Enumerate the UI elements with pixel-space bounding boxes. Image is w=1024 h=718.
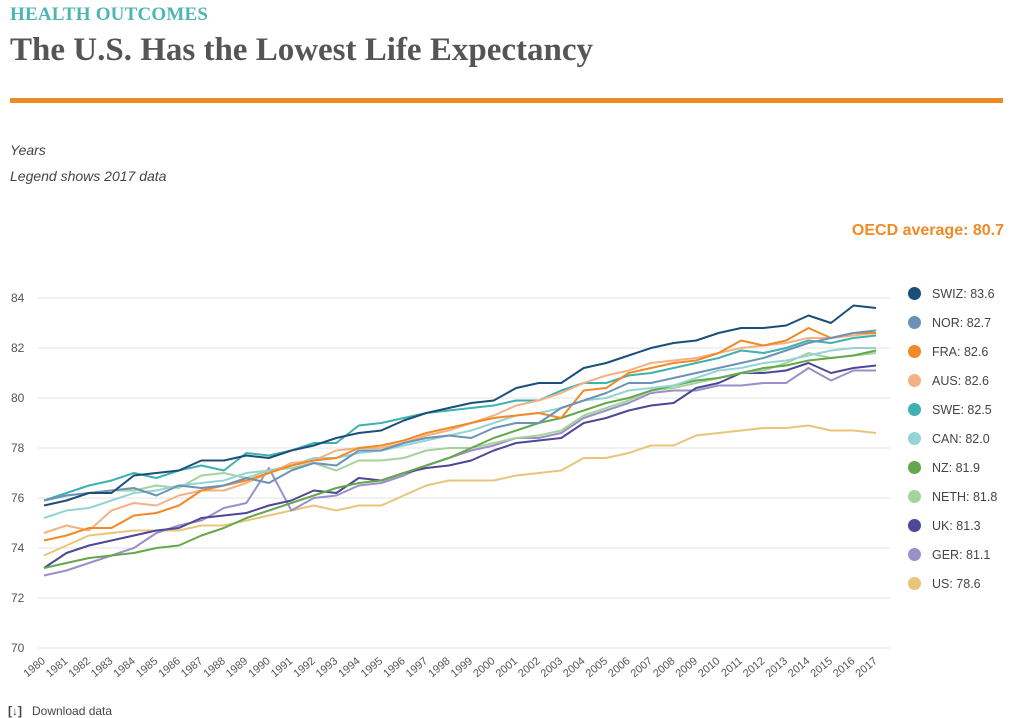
x-tick-label: 1980 — [21, 655, 47, 680]
series-line-uk — [43, 362, 877, 569]
series-line-nz — [43, 349, 877, 569]
legend-swatch — [908, 548, 921, 561]
y-tick-label: 74 — [11, 541, 25, 555]
legend-swatch — [908, 432, 921, 445]
x-tick-label: 1991 — [269, 655, 295, 680]
series-line-ger — [43, 367, 876, 577]
y-tick-label: 76 — [11, 491, 25, 505]
series-line-aus — [43, 332, 877, 534]
x-tick-label: 2007 — [629, 655, 655, 680]
legend-label: GER: 81.1 — [932, 547, 991, 562]
legend-item-swe: SWE: 82.5 — [908, 395, 997, 424]
x-tick-label: 1998 — [426, 655, 452, 680]
legend-item-ger: GER: 81.1 — [908, 540, 997, 569]
legend-item-us: US: 78.6 — [908, 569, 997, 598]
x-tick-label: 2015 — [808, 655, 834, 680]
section-kicker: HEALTH OUTCOMES — [10, 4, 209, 25]
legend-item-fra: FRA: 82.6 — [908, 337, 997, 366]
x-tick-label: 1982 — [66, 655, 92, 680]
legend-swatch — [908, 461, 921, 474]
legend-label: CAN: 82.0 — [932, 431, 990, 446]
chart-legend: SWIZ: 83.6 NOR: 82.7 FRA: 82.6 AUS: 82.6 SWE… — [908, 279, 997, 598]
download-label: Download data — [32, 704, 113, 718]
legend-label: SWIZ: 83.6 — [932, 286, 995, 301]
series-line-nor — [43, 329, 877, 502]
x-tick-label: 1986 — [156, 655, 182, 680]
legend-item-uk: UK: 81.3 — [908, 511, 997, 540]
legend-swatch — [908, 345, 921, 358]
legend-label: UK: 81.3 — [932, 518, 981, 533]
y-tick-label: 70 — [11, 641, 25, 655]
legend-label: NETH: 81.8 — [932, 489, 998, 504]
x-tick-label: 2004 — [561, 655, 587, 680]
x-tick-label: 1995 — [359, 655, 385, 680]
x-tick-label: 1983 — [89, 655, 115, 680]
legend-item-swiz: SWIZ: 83.6 — [908, 279, 997, 308]
x-tick-label: 2014 — [786, 655, 812, 680]
x-tick-label: 2013 — [764, 655, 790, 680]
legend-label: NOR: 82.7 — [932, 315, 992, 330]
legend-swatch — [908, 287, 921, 300]
chart-title: The U.S. Has the Lowest Life Expectancy — [10, 32, 593, 68]
y-tick-label: 80 — [11, 391, 25, 405]
x-tick-label: 2012 — [741, 655, 767, 680]
x-tick-label: 1992 — [291, 655, 317, 680]
series-line-us — [43, 424, 877, 557]
legend-swatch — [908, 577, 921, 590]
x-tick-label: 2009 — [674, 655, 700, 680]
x-tick-label: 2001 — [494, 655, 520, 680]
legend-label: SWE: 82.5 — [932, 402, 992, 417]
legend-swatch — [908, 316, 921, 329]
x-tick-label: 1988 — [201, 655, 227, 680]
x-tick-label: 2010 — [696, 655, 722, 680]
legend-item-neth: NETH: 81.8 — [908, 482, 997, 511]
x-tick-label: 1996 — [381, 655, 407, 680]
x-tick-label: 2016 — [831, 655, 857, 680]
y-tick-label: 72 — [11, 591, 25, 605]
x-tick-label: 1994 — [336, 655, 362, 680]
legend-item-nor: NOR: 82.7 — [908, 308, 997, 337]
legend-note: Legend shows 2017 data — [10, 168, 167, 184]
series-line-fra — [43, 327, 876, 542]
y-tick-label: 78 — [11, 441, 25, 455]
title-divider — [10, 98, 1003, 103]
legend-label: NZ: 81.9 — [932, 460, 980, 475]
x-tick-label: 2011 — [719, 655, 745, 679]
x-tick-label: 1987 — [179, 655, 205, 680]
oecd-average: OECD average: 80.7 — [851, 222, 1004, 239]
legend-swatch — [908, 403, 921, 416]
x-tick-label: 2003 — [539, 655, 565, 680]
y-tick-label: 84 — [11, 291, 25, 305]
x-tick-label: 1981 — [44, 655, 70, 680]
legend-swatch — [908, 519, 921, 532]
x-tick-label: 2000 — [471, 655, 497, 680]
x-tick-label: 2008 — [651, 655, 677, 680]
x-tick-label: 2017 — [853, 655, 879, 680]
x-tick-label: 2002 — [516, 655, 542, 680]
legend-item-can: CAN: 82.0 — [908, 424, 997, 453]
x-tick-label: 1989 — [224, 655, 250, 680]
x-tick-label: 1993 — [314, 655, 340, 680]
legend-label: US: 78.6 — [932, 576, 981, 591]
legend-label: FRA: 82.6 — [932, 344, 989, 359]
legend-label: AUS: 82.6 — [932, 373, 989, 388]
y-tick-label: 82 — [11, 341, 25, 355]
x-tick-label: 2005 — [584, 655, 610, 680]
x-tick-label: 1990 — [246, 655, 272, 680]
download-icon: [↓] — [8, 704, 22, 718]
legend-swatch — [908, 374, 921, 387]
x-tick-label: 1985 — [134, 655, 160, 680]
legend-swatch — [908, 490, 921, 503]
x-tick-label: 2006 — [606, 655, 632, 680]
x-tick-label: 1984 — [111, 655, 137, 680]
download-data-link[interactable]: [↓] Download data — [8, 704, 112, 718]
series-line-swiz — [43, 304, 877, 507]
legend-item-aus: AUS: 82.6 — [908, 366, 997, 395]
legend-item-nz: NZ: 81.9 — [908, 453, 997, 482]
x-tick-label: 1997 — [404, 655, 430, 680]
x-tick-label: 1999 — [449, 655, 475, 680]
unit-note: Years — [10, 142, 46, 158]
